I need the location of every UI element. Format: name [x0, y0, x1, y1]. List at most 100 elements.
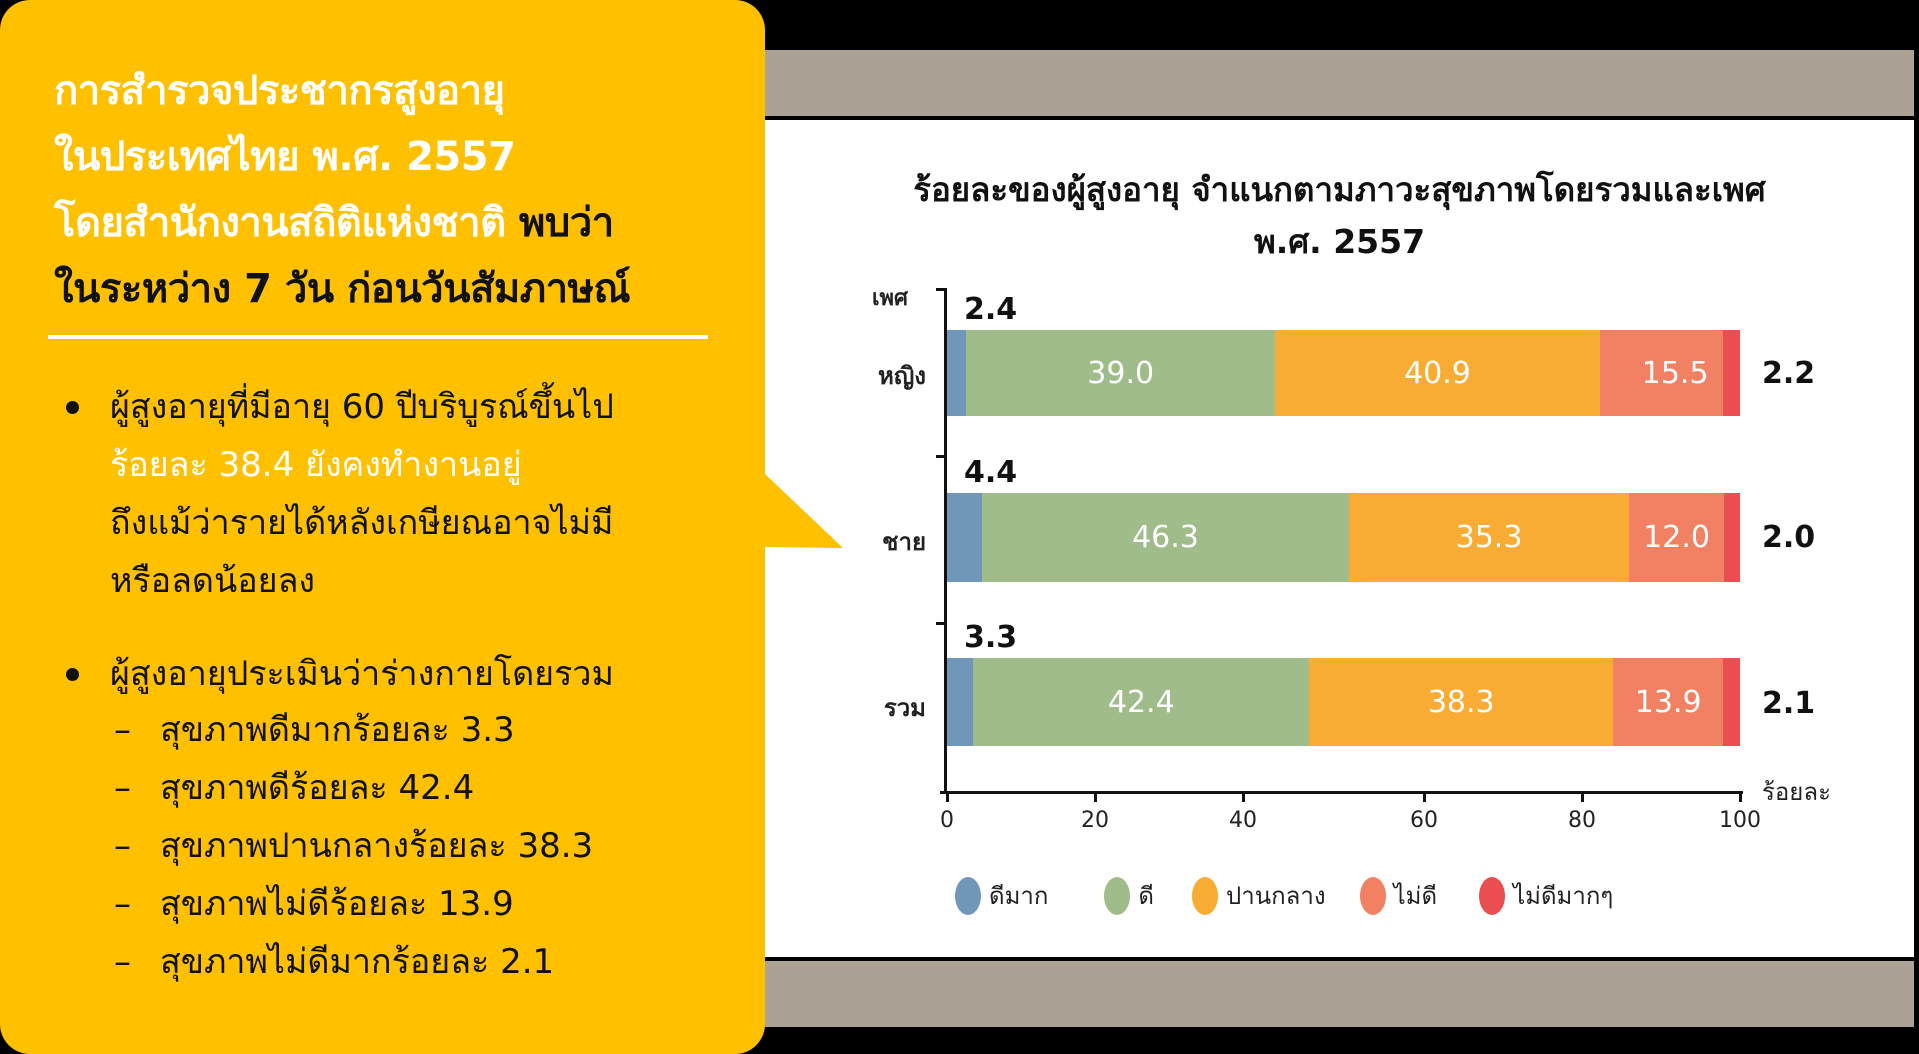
bullet-dot-icon — [66, 401, 79, 414]
dash-icon: – — [114, 884, 131, 924]
sub-item-text: สุขภาพดีมากร้อยละ 3.3 — [160, 710, 515, 750]
bullet-health-assessment: ผู้สูงอายุประเมินว่าร่างกายโดยรวม — [56, 645, 750, 703]
bar-segment-good: 46.3 — [981, 493, 1350, 582]
bar-segment-very-poor — [1724, 493, 1740, 582]
summary-callout — [0, 0, 765, 1054]
sub-item-text: สุขภาพไม่ดีร้อยละ 13.9 — [160, 884, 514, 924]
y-axis-top-tick — [936, 288, 945, 291]
bar-label-very-poor-male: 2.0 — [1762, 520, 1816, 555]
bar-segment-good: 39.0 — [966, 330, 1276, 416]
legend-swatch-icon — [1192, 876, 1219, 915]
legend-swatch-icon — [1104, 876, 1131, 915]
x-axis-tick — [1242, 791, 1245, 802]
callout-title-agency: โดยสำนักงานสถิติแห่งชาติ — [54, 200, 506, 246]
legend-label: ดีมาก — [989, 882, 1049, 910]
bar-label-very-good-total: 3.3 — [964, 620, 1018, 655]
x-axis-tick — [1423, 791, 1426, 802]
sub-item-poor: – สุขภาพไม่ดีร้อยละ 13.9 — [114, 875, 514, 933]
bullet-line: ผู้สูงอายุประเมินว่าร่างกายโดยรวม — [110, 654, 614, 694]
x-axis-tick — [1739, 791, 1742, 802]
bar-segment-very-good — [947, 330, 967, 416]
x-axis-tick — [1094, 791, 1097, 802]
bullet-line: ถึงแม้ว่ารายได้หลังเกษียณอาจไม่มี — [110, 503, 614, 543]
x-axis — [940, 791, 1743, 794]
chart-title: ร้อยละของผู้สูงอายุ จำแนกตามภาวะสุขภาพโด… — [765, 164, 1914, 268]
legend-item-moderate: ปานกลาง — [1192, 876, 1326, 915]
x-tick-label: 80 — [1568, 808, 1596, 833]
legend-label: ไม่ดี — [1393, 882, 1438, 910]
callout-divider — [48, 335, 708, 339]
x-tick-label: 100 — [1719, 808, 1761, 833]
bar-segment-moderate: 38.3 — [1309, 658, 1614, 746]
legend-label: ไม่ดีมากๆ — [1513, 882, 1614, 910]
bar-male: 46.3 35.3 12.0 — [947, 493, 1740, 582]
bottom-decorative-band — [765, 961, 1914, 1027]
sub-item-very-good: – สุขภาพดีมากร้อยละ 3.3 — [114, 701, 515, 759]
x-tick-label: 40 — [1229, 808, 1257, 833]
bar-label-very-good-male: 4.4 — [964, 455, 1018, 490]
bullet-employment: ผู้สูงอายุที่มีอายุ 60 ปีบริบูรณ์ขึ้นไป … — [56, 378, 750, 610]
callout-title: การสำรวจประชากรสูงอายุ ในประเทศไทย พ.ศ. … — [54, 58, 734, 322]
legend-item-good: ดี — [1104, 876, 1154, 915]
bar-segment-poor: 13.9 — [1613, 658, 1724, 746]
top-decorative-band — [765, 50, 1914, 116]
chart-title-line-1: ร้อยละของผู้สูงอายุ จำแนกตามภาวะสุขภาพโด… — [913, 170, 1766, 209]
category-label-female: หญิง — [878, 362, 926, 390]
bar-total: 42.4 38.3 13.9 — [947, 658, 1740, 746]
x-tick-label: 60 — [1410, 808, 1438, 833]
callout-title-line-2: ในประเทศไทย พ.ศ. 2557 — [54, 134, 516, 180]
legend-label: ปานกลาง — [1226, 882, 1326, 910]
x-axis-tick — [946, 791, 949, 802]
sub-item-good: – สุขภาพดีร้อยละ 42.4 — [114, 759, 474, 817]
y-axis — [944, 288, 947, 794]
legend-swatch-icon — [1359, 876, 1386, 915]
bar-label-very-good-female: 2.4 — [964, 292, 1018, 327]
dash-icon: – — [114, 768, 131, 808]
category-label-total: รวม — [883, 694, 926, 722]
bar-segment-moderate: 35.3 — [1349, 493, 1629, 582]
bar-segment-very-good — [947, 658, 974, 746]
chart-title-line-2: พ.ศ. 2557 — [1253, 222, 1426, 261]
callout-title-line-3: โดยสำนักงานสถิติแห่งชาติ พบว่า — [54, 190, 734, 256]
legend-item-very-poor: ไม่ดีมากๆ — [1479, 876, 1613, 915]
bar-segment-poor: 12.0 — [1628, 493, 1725, 582]
callout-pointer-icon — [764, 473, 843, 548]
legend-item-poor: ไม่ดี — [1359, 876, 1438, 915]
sub-item-text: สุขภาพปานกลางร้อยละ 38.3 — [160, 826, 594, 866]
legend-label: ดี — [1138, 882, 1155, 910]
y-axis-tick — [936, 455, 945, 458]
bar-segment-good: 42.4 — [973, 658, 1310, 746]
legend-swatch-icon — [1479, 876, 1506, 915]
sub-item-text: สุขภาพดีร้อยละ 42.4 — [160, 768, 475, 808]
bar-label-very-poor-female: 2.2 — [1762, 356, 1816, 391]
x-tick-label: 0 — [940, 808, 954, 833]
x-axis-unit-label: ร้อยละ — [1762, 778, 1831, 806]
sub-item-text: สุขภาพไม่ดีมากร้อยละ 2.1 — [160, 942, 555, 982]
bullet-highlight-line: ร้อยละ 38.4 ยังคงทำงานอยู่ — [110, 445, 522, 485]
dash-icon: – — [114, 826, 131, 866]
callout-title-found: พบว่า — [505, 200, 614, 246]
bar-segment-poor: 15.5 — [1599, 330, 1723, 416]
sub-item-moderate: – สุขภาพปานกลางร้อยละ 38.3 — [114, 817, 593, 875]
dash-icon: – — [114, 942, 131, 982]
callout-title-line-1: การสำรวจประชากรสูงอายุ — [54, 68, 505, 114]
bullet-line: ผู้สูงอายุที่มีอายุ 60 ปีบริบูรณ์ขึ้นไป — [110, 387, 614, 427]
bar-segment-very-good — [947, 493, 982, 582]
legend-item-very-good: ดีมาก — [955, 876, 1048, 915]
chart-legend: ดีมาก ดี ปานกลาง ไม่ดี ไม่ดีมากๆ — [955, 876, 1645, 915]
dash-icon: – — [114, 710, 131, 750]
bar-segment-moderate: 40.9 — [1275, 330, 1600, 416]
bullet-line: หรือลดน้อยลง — [110, 561, 316, 601]
sub-item-very-poor: – สุขภาพไม่ดีมากร้อยละ 2.1 — [114, 933, 554, 991]
bar-label-very-poor-total: 2.1 — [1762, 686, 1816, 721]
y-axis-title: เพศ — [872, 286, 908, 311]
category-label-male: ชาย — [882, 528, 926, 556]
x-axis-tick — [1581, 791, 1584, 802]
x-tick-label: 20 — [1081, 808, 1109, 833]
bar-segment-very-poor — [1722, 330, 1740, 416]
bar-segment-very-poor — [1723, 658, 1740, 746]
bullet-dot-icon — [66, 668, 79, 681]
legend-swatch-icon — [955, 876, 981, 915]
bullet-text: ผู้สูงอายุที่มีอายุ 60 ปีบริบูรณ์ขึ้นไป … — [110, 378, 750, 610]
bar-female: 39.0 40.9 15.5 — [947, 330, 1740, 416]
